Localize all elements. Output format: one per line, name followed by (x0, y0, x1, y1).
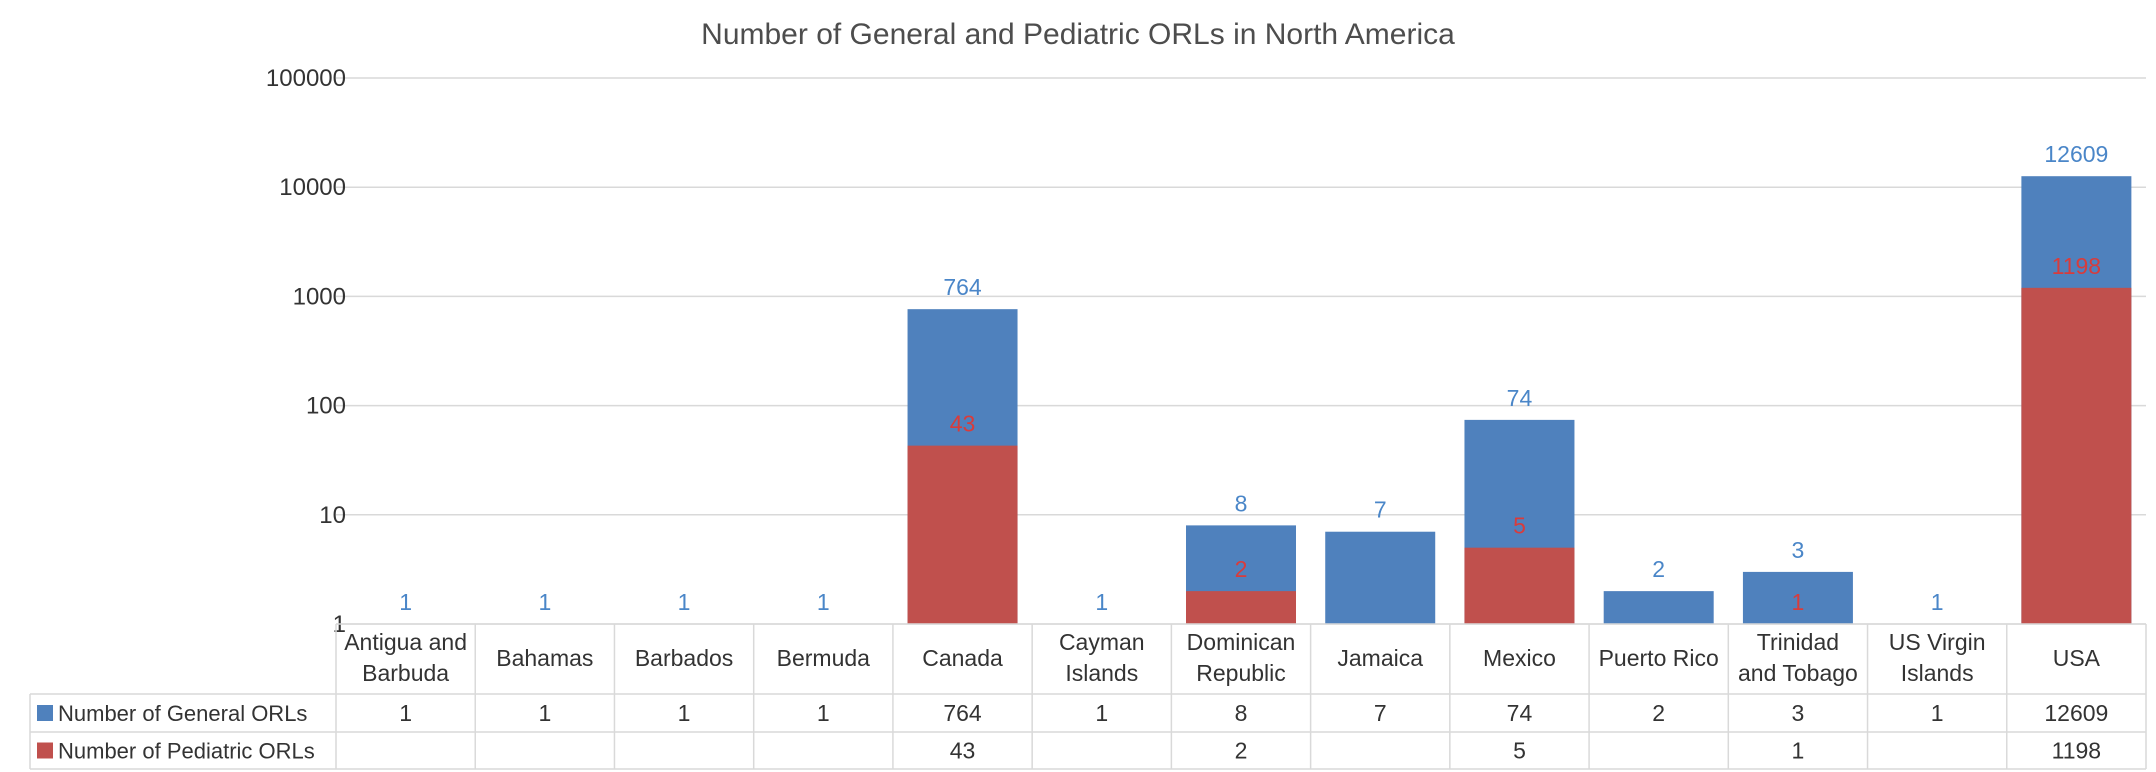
data-label-general: 1 (678, 589, 691, 615)
x-tick-label: Mexico (1483, 645, 1556, 671)
data-label-general: 1 (399, 589, 412, 615)
table-cell: 8 (1235, 700, 1248, 726)
table-cell: 3 (1792, 700, 1805, 726)
table-cell: 1 (678, 700, 691, 726)
table-cell: 1 (1792, 738, 1805, 764)
table-cell: 1 (399, 700, 412, 726)
x-tick-label: Bahamas (496, 645, 593, 671)
data-label-general: 3 (1792, 537, 1805, 563)
legend-label: Number of Pediatric ORLs (58, 739, 315, 764)
data-label-pediatric: 1198 (2052, 253, 2101, 279)
data-label-general: 1 (1095, 589, 1108, 615)
data-labels: 1 1 1 1 764 43 1 8 2 7 74 5 2 3 1 1 12609 1198 (399, 141, 2108, 615)
bar-pediatric (1464, 547, 1575, 624)
y-tick-label: 10 (319, 502, 346, 529)
legend-label: Number of General ORLs (58, 701, 307, 726)
bar-pediatric (907, 445, 1018, 624)
x-tick-label: Canada (922, 645, 1003, 671)
x-tick-label: Puerto Rico (1599, 645, 1719, 671)
table-cell: 2 (1652, 700, 1665, 726)
data-label-general: 1 (1931, 589, 1944, 615)
table-cell: 1 (1095, 700, 1108, 726)
data-label-general: 8 (1235, 490, 1248, 516)
table-cell: 1198 (2052, 738, 2101, 764)
x-tick-label: Trinidad and Tobago (1738, 629, 1858, 686)
bar-pediatric (1186, 591, 1296, 624)
table-cell: 1 (538, 700, 551, 726)
x-tick-label: Dominican Republic (1187, 629, 1296, 686)
table-cell: 764 (943, 700, 982, 726)
bars (907, 176, 2132, 624)
table-cell: 74 (1507, 700, 1533, 726)
legend-key (37, 742, 53, 759)
data-label-general: 764 (943, 274, 982, 300)
chart-title: Number of General and Pediatric ORLs in … (701, 18, 1455, 51)
table-cell: 2 (1235, 738, 1248, 764)
data-label-general: 1 (538, 589, 551, 615)
x-tick-label: Antigua and Barbuda (344, 629, 467, 686)
data-label-pediatric: 1 (1792, 589, 1805, 615)
bar-general (1325, 531, 1436, 624)
data-label-general: 7 (1374, 497, 1387, 523)
table-cell: 12609 (2044, 700, 2108, 726)
data-label-general: 12609 (2044, 141, 2108, 167)
bar-general (1742, 571, 1853, 624)
table-cell: 5 (1513, 738, 1526, 764)
y-tick-label: 100000 (266, 65, 346, 92)
data-table: Antigua and Barbuda Bahamas Barbados Bermuda… (29, 623, 2147, 770)
data-label-general: 1 (817, 589, 830, 615)
table-cell: 43 (950, 738, 976, 764)
x-tick-label: Jamaica (1337, 645, 1423, 671)
bar-pediatric (2021, 287, 2132, 624)
table-cell: 7 (1374, 700, 1387, 726)
x-tick-label: Cayman Islands (1059, 629, 1145, 686)
table-cell: 1 (817, 700, 830, 726)
x-tick-label: Bermuda (777, 645, 871, 671)
x-tick-label: Barbados (635, 645, 733, 671)
bar-general (1603, 591, 1714, 624)
x-tick-label: US Virgin Islands (1889, 629, 1986, 686)
data-label-general: 2 (1652, 556, 1665, 582)
x-tick-label: USA (2053, 645, 2101, 671)
legend-key (37, 705, 53, 721)
data-label-pediatric: 2 (1235, 556, 1248, 582)
y-tick-label: 1000 (293, 283, 346, 310)
y-tick-label: 10000 (279, 174, 346, 201)
y-tick-label: 100 (306, 393, 346, 420)
data-label-general: 74 (1507, 385, 1533, 411)
data-label-pediatric: 43 (950, 411, 976, 437)
table-cell: 1 (1931, 700, 1944, 726)
data-label-pediatric: 5 (1513, 513, 1526, 539)
